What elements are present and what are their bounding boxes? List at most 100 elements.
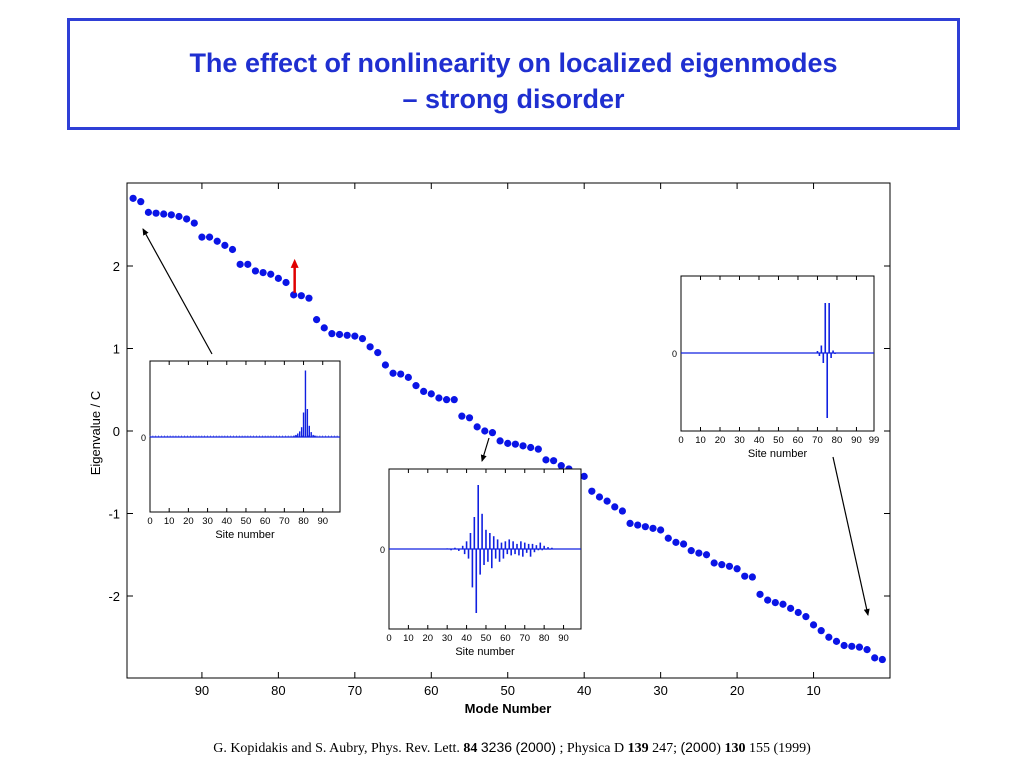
inset-x-axis-label: Site number	[748, 448, 808, 460]
x-axis-label: Mode Number	[465, 701, 552, 716]
data-point	[496, 437, 504, 445]
inset-x-tick-label: 40	[461, 633, 472, 644]
data-point	[718, 561, 726, 569]
citation-close: )	[716, 741, 721, 756]
data-point	[634, 521, 642, 529]
slide-title-line1: The effect of nonlinearity on localized …	[189, 48, 838, 78]
inset-x-tick-label: 80	[298, 516, 309, 527]
x-tick-label: 20	[730, 683, 744, 698]
data-point	[825, 633, 833, 641]
data-point	[190, 219, 198, 227]
data-point	[465, 414, 474, 422]
data-point	[381, 361, 390, 369]
data-point	[687, 547, 695, 555]
data-point	[871, 654, 879, 662]
data-point	[313, 316, 321, 324]
inset-x-tick-label: 80	[832, 435, 843, 446]
data-point	[374, 349, 382, 357]
data-point	[450, 396, 458, 404]
citation-authors: G. Kopidakis and S. Aubry, Phys. Rev. Le…	[213, 741, 464, 756]
data-point	[351, 332, 359, 340]
x-tick-label: 30	[653, 683, 667, 698]
data-point	[550, 457, 558, 465]
data-point	[580, 472, 588, 480]
data-point	[756, 590, 764, 598]
data-point	[832, 637, 841, 645]
data-point	[641, 523, 649, 531]
data-point	[679, 540, 688, 548]
inset-x-tick-label: 70	[279, 516, 290, 527]
inset-x-tick-label: 50	[773, 435, 784, 446]
data-point	[695, 549, 703, 557]
y-tick-label: 2	[113, 259, 120, 274]
data-point	[771, 599, 779, 607]
inset-x-tick-label: 10	[695, 435, 706, 446]
data-point	[412, 382, 420, 390]
data-point	[504, 439, 512, 447]
data-point	[809, 621, 818, 629]
citation-vol1: 84	[463, 741, 478, 756]
data-point	[290, 291, 298, 299]
data-point	[305, 294, 313, 302]
data-point	[741, 572, 749, 580]
data-point	[748, 573, 756, 581]
data-point	[802, 613, 810, 621]
data-point	[404, 373, 412, 381]
y-tick-label: 0	[113, 424, 120, 439]
data-point	[335, 330, 344, 339]
data-point	[725, 562, 734, 570]
inset-x-tick-label: 50	[241, 516, 252, 527]
inset-zero-label: 0	[141, 433, 146, 443]
data-point	[251, 267, 260, 275]
x-tick-label: 70	[348, 683, 362, 698]
title-box: The effect of nonlinearity on localized …	[67, 18, 960, 130]
inset-x-tick-label: 0	[386, 633, 391, 644]
inset-x-tick-label: 60	[793, 435, 804, 446]
inset-x-tick-label: 30	[442, 633, 453, 644]
citation-journal2: ; Physica D	[556, 741, 628, 756]
data-point	[603, 497, 611, 505]
x-tick-label: 10	[806, 683, 820, 698]
data-point	[481, 427, 489, 435]
data-point	[442, 396, 451, 404]
data-point	[672, 538, 680, 546]
inset-x-axis-label: Site number	[455, 646, 515, 658]
citation-year1: (2000)	[515, 739, 557, 755]
red-arrow-head	[290, 258, 299, 268]
y-tick-label: -1	[108, 507, 120, 522]
data-point	[527, 443, 535, 452]
data-point	[618, 507, 627, 515]
data-point	[198, 233, 206, 241]
data-point	[611, 503, 619, 511]
data-point	[282, 278, 290, 287]
data-point	[542, 456, 550, 464]
data-point	[236, 260, 244, 268]
data-point	[649, 524, 657, 532]
data-point	[817, 627, 825, 635]
data-point	[205, 233, 214, 241]
data-point	[144, 208, 153, 216]
data-point	[435, 394, 443, 402]
inset-x-tick-label: 90	[317, 516, 328, 527]
data-point	[297, 292, 305, 300]
inset-x-tick-label: 10	[164, 516, 175, 527]
data-point	[183, 215, 191, 223]
citation-page1: 3236	[480, 739, 513, 755]
data-point	[710, 559, 718, 567]
data-point	[343, 331, 351, 339]
y-tick-label: -2	[108, 589, 120, 604]
data-point	[328, 330, 336, 338]
data-point	[420, 387, 428, 395]
data-point	[458, 412, 466, 420]
data-point	[389, 369, 397, 377]
data-point	[764, 596, 772, 604]
y-tick-label: 1	[113, 342, 120, 357]
x-tick-label: 40	[577, 683, 591, 698]
arrow-to-middle	[480, 437, 490, 462]
inset-x-tick-label: 60	[500, 633, 511, 644]
data-point	[664, 534, 672, 542]
inset-x-tick-label: 60	[260, 516, 271, 527]
data-point	[626, 519, 634, 528]
data-point	[221, 241, 229, 249]
